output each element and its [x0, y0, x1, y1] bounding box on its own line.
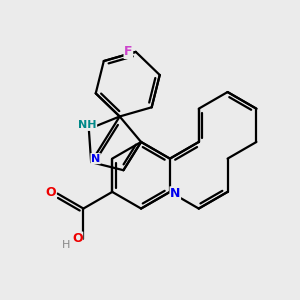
- Text: N: N: [91, 154, 100, 164]
- Text: F: F: [124, 45, 133, 58]
- Text: N: N: [170, 187, 180, 200]
- Text: N: N: [170, 187, 180, 200]
- Text: NH: NH: [78, 120, 97, 130]
- Text: H: H: [62, 240, 70, 250]
- Text: O: O: [72, 232, 83, 245]
- Text: O: O: [46, 186, 56, 199]
